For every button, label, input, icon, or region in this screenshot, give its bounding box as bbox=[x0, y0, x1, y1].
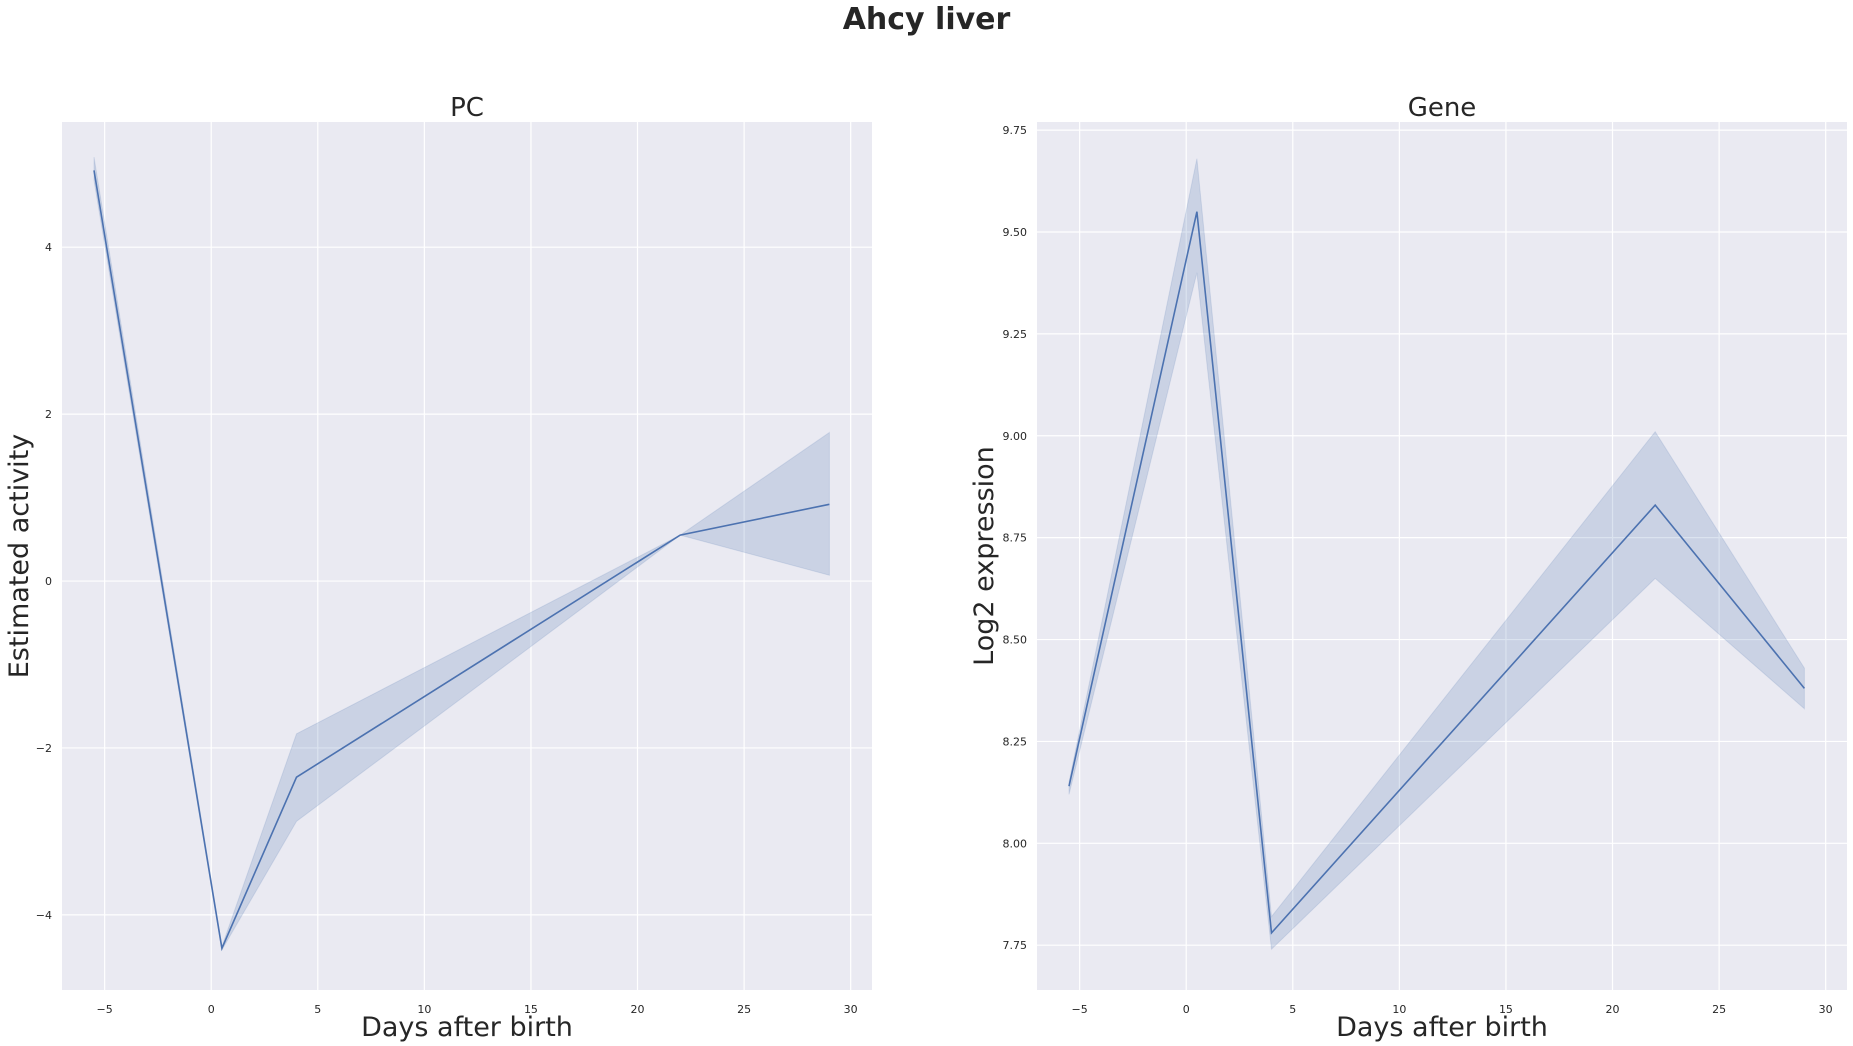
x-tick-label: 0 bbox=[1183, 1003, 1190, 1016]
x-tick-label: −5 bbox=[1072, 1003, 1088, 1016]
x-axis-label: Days after birth bbox=[361, 1012, 573, 1043]
x-tick-label: 25 bbox=[1712, 1003, 1726, 1016]
y-tick-label: 9.75 bbox=[1003, 124, 1028, 137]
series-line bbox=[1068, 211, 1806, 935]
panel-title: PC bbox=[450, 93, 484, 123]
y-tick-label: 8.75 bbox=[1003, 532, 1028, 545]
plot-background bbox=[1037, 122, 1847, 990]
chart-panel-2: −5 0 5 10 15 20 25 30 7.75 8.00 8.25 8.50 8.75 9.00 9.… bbox=[969, 93, 1847, 1043]
y-tick-label: 4 bbox=[45, 241, 52, 254]
y-axis-label: Estimated activity bbox=[4, 434, 35, 679]
y-tick-label: −2 bbox=[36, 742, 52, 755]
y-tick-label: 0 bbox=[45, 575, 52, 588]
x-tick-label: 15 bbox=[1499, 1003, 1513, 1016]
y-tick-label: 9.00 bbox=[1003, 430, 1028, 443]
y-tick-label: 8.50 bbox=[1003, 634, 1028, 647]
y-axis-label: Log2 expression bbox=[969, 446, 1000, 666]
plot-background bbox=[62, 122, 872, 990]
panel-title: Gene bbox=[1408, 93, 1477, 123]
y-tick-label: 2 bbox=[45, 408, 52, 421]
y-tick-label: 9.50 bbox=[1003, 226, 1028, 239]
x-tick-label: 10 bbox=[1392, 1003, 1406, 1016]
x-tick-label: 5 bbox=[314, 1003, 321, 1016]
y-tick-label: 9.25 bbox=[1003, 328, 1028, 341]
y-tick-label: 7.75 bbox=[1003, 939, 1028, 952]
x-tick-label: 5 bbox=[1289, 1003, 1296, 1016]
x-tick-label: 30 bbox=[1819, 1003, 1833, 1016]
y-tick-label: 8.00 bbox=[1003, 837, 1028, 850]
x-tick-label: −5 bbox=[97, 1003, 113, 1016]
x-tick-label: 10 bbox=[417, 1003, 431, 1016]
x-axis-label: Days after birth bbox=[1336, 1012, 1548, 1043]
x-tick-label: 20 bbox=[631, 1003, 645, 1016]
x-tick-label: 20 bbox=[1606, 1003, 1620, 1016]
x-tick-label: 15 bbox=[524, 1003, 538, 1016]
y-tick-label: 8.25 bbox=[1003, 735, 1028, 748]
chart-panel-1: −5 0 5 10 15 20 25 30 −4 −2 0 2 4 PC Days after birth E… bbox=[4, 93, 872, 1043]
x-tick-label: 30 bbox=[844, 1003, 858, 1016]
x-tick-label: 0 bbox=[208, 1003, 215, 1016]
figure-title: Ahcy liver bbox=[842, 2, 1011, 37]
series-line bbox=[93, 170, 830, 952]
y-tick-label: −4 bbox=[36, 909, 52, 922]
x-tick-label: 25 bbox=[737, 1003, 751, 1016]
